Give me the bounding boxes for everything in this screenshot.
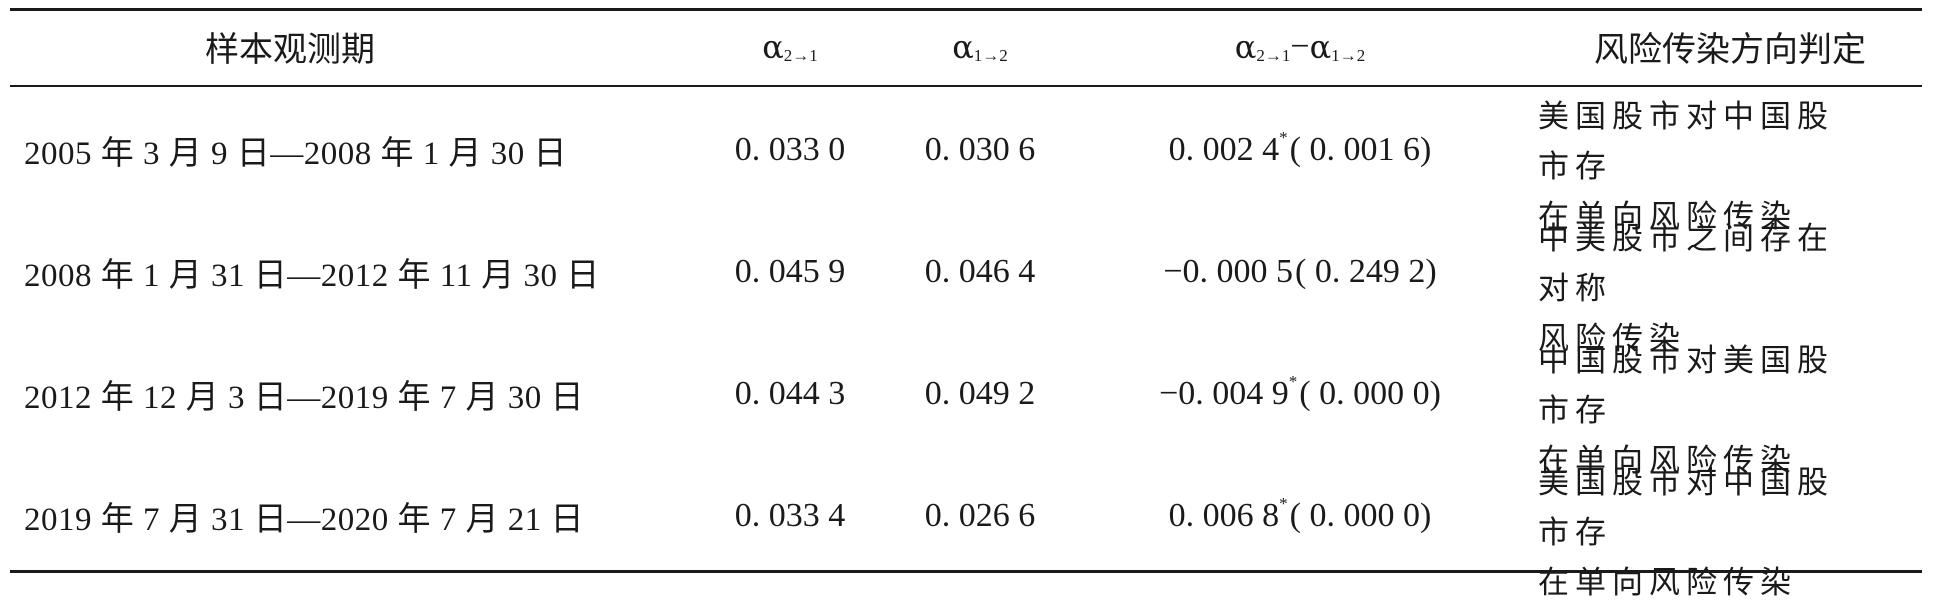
difference-value: −0. 000 5 bbox=[1163, 253, 1294, 290]
direction-line-2: 在单向风险传染 bbox=[1538, 199, 1797, 235]
alpha-subscript: 1→2 bbox=[973, 45, 1008, 65]
row-4-difference: 0. 006 8 *( 0. 000 0) bbox=[1110, 456, 1490, 576]
row-1-direction: 美国股市对中国股市存 在单向风险传染 bbox=[1538, 92, 1868, 242]
row-3-difference: −0. 004 9 *( 0. 000 0) bbox=[1110, 334, 1490, 454]
difference-value: 0. 002 4 bbox=[1168, 131, 1280, 168]
row-2-alpha12: 0. 046 4 bbox=[924, 253, 1036, 290]
row-2-direction: 中美股市之间存在对称 风险传染 bbox=[1538, 214, 1868, 364]
header-period-label: 样本观测期 bbox=[205, 30, 375, 70]
header-alpha-difference: α 2→1− α 1→2 bbox=[1110, 8, 1490, 85]
header-period: 样本观测期 bbox=[10, 8, 570, 85]
alpha-subscript: 1→2 bbox=[1331, 45, 1366, 65]
direction-line-1: 中美股市之间存在对称 bbox=[1538, 221, 1834, 307]
row-2-alpha21: 0. 045 9 bbox=[734, 253, 846, 290]
row-4-alpha21: 0. 033 4 bbox=[734, 497, 846, 534]
difference-value: 0. 006 8 bbox=[1168, 497, 1280, 534]
row-1-difference: 0. 002 4 *( 0. 001 6) bbox=[1110, 90, 1490, 210]
direction-line-2: 风险传染 bbox=[1538, 321, 1686, 357]
row-4-direction: 美国股市对中国股市存 在单向风险传染 bbox=[1538, 458, 1868, 608]
significance-star: * bbox=[1279, 128, 1288, 147]
header-alpha-1-to-2: α 1→2 bbox=[890, 8, 1070, 85]
direction-line-2: 在单向风险传染 bbox=[1538, 443, 1797, 479]
row-1-alpha12: 0. 030 6 bbox=[924, 131, 1036, 168]
table-bottom-rule bbox=[10, 570, 1922, 573]
row-2-period: 2008 年 1 月 31 日—2012 年 11 月 30 日 bbox=[24, 258, 600, 294]
row-3-alpha12: 0. 049 2 bbox=[924, 375, 1036, 412]
alpha-symbol: α bbox=[952, 27, 974, 66]
row-3-alpha21: 0. 044 3 bbox=[734, 375, 846, 412]
direction-line-1: 美国股市对中国股市存 bbox=[1538, 99, 1834, 185]
p-value: ( 0. 249 2) bbox=[1295, 253, 1437, 290]
alpha-symbol: α bbox=[1309, 27, 1332, 66]
p-value: ( 0. 000 0) bbox=[1289, 497, 1432, 534]
row-1-alpha21: 0. 033 0 bbox=[734, 131, 846, 168]
header-alpha-2-to-1: α 2→1 bbox=[700, 8, 880, 85]
alpha-subscript: 2→1 bbox=[1256, 45, 1291, 65]
alpha-subscript: 2→1 bbox=[783, 45, 818, 65]
direction-line-2: 在单向风险传染 bbox=[1538, 565, 1797, 601]
header-direction: 风险传染方向判定 bbox=[1540, 8, 1920, 85]
direction-line-1: 中国股市对美国股市存 bbox=[1538, 343, 1834, 429]
p-value: ( 0. 001 6) bbox=[1289, 131, 1432, 168]
significance-star: * bbox=[1288, 372, 1298, 391]
table-header-rule bbox=[10, 85, 1922, 87]
header-direction-label: 风险传染方向判定 bbox=[1594, 30, 1866, 70]
row-1-period: 2005 年 3 月 9 日—2008 年 1 月 30 日 bbox=[24, 136, 567, 172]
row-4-period: 2019 年 7 月 31 日—2020 年 7 月 21 日 bbox=[24, 502, 584, 538]
minus-sign: − bbox=[1290, 27, 1310, 65]
row-3-period: 2012 年 12 月 3 日—2019 年 7 月 30 日 bbox=[24, 380, 584, 416]
direction-line-1: 美国股市对中国股市存 bbox=[1538, 465, 1834, 551]
alpha-symbol: α bbox=[762, 27, 784, 66]
row-4-alpha12: 0. 026 6 bbox=[924, 497, 1036, 534]
alpha-symbol: α bbox=[1234, 27, 1257, 66]
table-top-rule bbox=[10, 8, 1922, 11]
difference-value: −0. 004 9 bbox=[1159, 375, 1289, 412]
significance-star: * bbox=[1279, 494, 1288, 513]
row-2-difference: −0. 000 5( 0. 249 2) bbox=[1110, 212, 1490, 332]
row-3-direction: 中国股市对美国股市存 在单向风险传染 bbox=[1538, 336, 1868, 486]
p-value: ( 0. 000 0) bbox=[1299, 375, 1441, 412]
